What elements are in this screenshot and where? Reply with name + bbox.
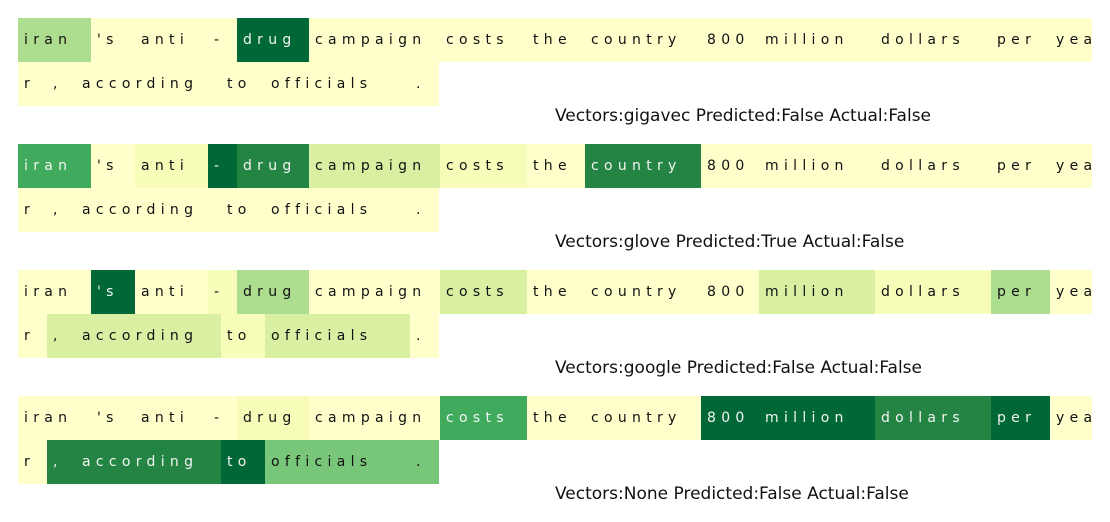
token-cell: costs [440,144,527,188]
token-cell: 800 [701,396,759,440]
token-cell: country [585,396,701,440]
token-cell: to [221,62,265,106]
panel-caption: Vectors:glove Predicted:True Actual:Fals… [555,232,905,252]
token-cell: iran [18,396,91,440]
panel-none: iran's anti - drug campaign costs the country 80… [18,396,1092,522]
token-cell: dollars [875,144,991,188]
token-cell: country [585,270,701,314]
token-cell: - [208,18,237,62]
panel-google: iran's anti - drug campaign costs the country 80… [18,270,1092,396]
panel-line-2: r, according to officials. [18,440,1092,484]
panel-caption: Vectors:None Predicted:False Actual:Fals… [555,484,909,504]
token-cell: . [410,188,439,232]
token-cell: per [991,396,1050,440]
token-cell: to [221,314,265,358]
token-cell: . [410,440,439,484]
token-cell: r [18,314,47,358]
token-cell: according [76,440,221,484]
token-cell: , [47,314,76,358]
token-cell: costs [440,396,527,440]
token-cell: anti [135,18,208,62]
token-cell: r [18,188,47,232]
token-cell: campaign [309,144,440,188]
token-cell: the [527,270,585,314]
token-cell: per [991,270,1050,314]
token-cell: costs [440,270,527,314]
token-cell: according [76,62,221,106]
token-cell: r [18,440,47,484]
token-cell: yea [1050,144,1092,188]
token-cell: million [759,18,875,62]
token-cell: to [221,440,265,484]
token-cell: iran [18,270,91,314]
token-cell: officials [265,188,410,232]
token-cell: 800 [701,144,759,188]
token-cell: iran [18,144,91,188]
token-cell: - [208,144,237,188]
token-cell: drug [237,18,309,62]
token-cell: 's [91,270,135,314]
token-cell: drug [237,270,309,314]
token-cell: . [410,62,439,106]
token-cell: dollars [875,396,991,440]
token-cell: dollars [875,270,991,314]
token-cell: campaign [309,396,440,440]
token-cell: , [47,440,76,484]
token-cell: million [759,396,875,440]
token-cell: yea [1050,396,1092,440]
token-cell: anti [135,270,208,314]
token-cell: per [991,18,1050,62]
token-cell: million [759,144,875,188]
token-cell: iran [18,18,91,62]
token-cell: country [585,18,701,62]
panel-line-1: iran's anti - drug campaign costs the country 80… [18,270,1092,314]
token-cell: campaign [309,18,440,62]
token-cell: 's [91,18,135,62]
token-cell: costs [440,18,527,62]
token-cell: r [18,62,47,106]
token-cell: the [527,144,585,188]
token-cell: anti [135,396,208,440]
token-cell: 's [91,396,135,440]
token-cell: dollars [875,18,991,62]
token-cell: 's [91,144,135,188]
token-cell: , [47,188,76,232]
token-cell: drug [237,144,309,188]
token-cell: according [76,188,221,232]
panel-caption: Vectors:google Predicted:False Actual:Fa… [555,358,922,378]
token-cell: million [759,270,875,314]
token-cell: according [76,314,221,358]
token-cell: the [527,396,585,440]
panel-gigavec: iran's anti - drug campaign costs the country 80… [18,18,1092,144]
token-cell: anti [135,144,208,188]
panel-caption: Vectors:gigavec Predicted:False Actual:F… [555,106,932,126]
token-cell: yea [1050,270,1092,314]
token-cell: - [208,270,237,314]
token-cell: officials [265,62,410,106]
token-cell: officials [265,440,410,484]
token-cell: yea [1050,18,1092,62]
panel-line-1: iran's anti - drug campaign costs the country 80… [18,396,1092,440]
token-cell: 800 [701,270,759,314]
panel-glove: iran's anti - drug campaign costs the country 80… [18,144,1092,270]
panel-line-2: r, according to officials. [18,62,1092,106]
panel-line-2: r, according to officials. [18,314,1092,358]
token-cell: to [221,188,265,232]
token-cell: . [410,314,439,358]
token-cell: officials [265,314,410,358]
panel-line-2: r, according to officials. [18,188,1092,232]
token-cell: the [527,18,585,62]
token-cell: 800 [701,18,759,62]
token-cell: - [208,396,237,440]
token-cell: country [585,144,701,188]
token-cell: per [991,144,1050,188]
token-cell: , [47,62,76,106]
panel-line-1: iran's anti - drug campaign costs the country 80… [18,18,1092,62]
token-cell: drug [237,396,309,440]
panel-line-1: iran's anti - drug campaign costs the country 80… [18,144,1092,188]
token-cell: campaign [309,270,440,314]
